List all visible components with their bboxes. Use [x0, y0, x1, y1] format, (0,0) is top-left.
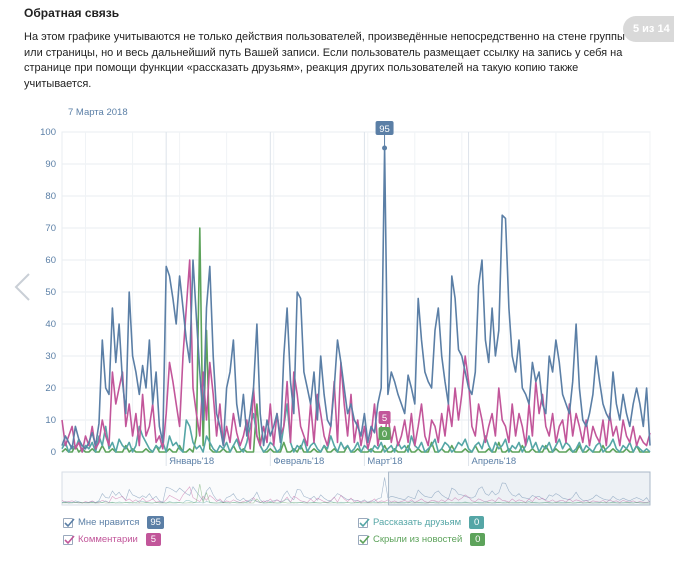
y-tick-label: 0	[51, 447, 56, 458]
y-tick-label: 60	[45, 255, 56, 266]
navigator-line-0	[61, 477, 651, 504]
pager-badge: 5 из 14	[623, 16, 674, 42]
y-tick-label: 30	[45, 351, 56, 362]
y-tick-label: 90	[45, 159, 56, 170]
legend-item-likes[interactable]: Мне нравится 95	[63, 516, 164, 529]
x-tick-label: Апрель'18	[472, 456, 517, 467]
legend-item-shares[interactable]: Рассказать друзьям 0	[358, 516, 485, 529]
hover-flag-label-1: 5	[382, 413, 387, 424]
hover-flag-1	[378, 411, 391, 424]
y-tick-label: 20	[45, 383, 56, 394]
legend-value-shares: 0	[469, 516, 485, 529]
checkbox-comments-icon[interactable]	[63, 534, 75, 545]
checkbox-likes-icon[interactable]	[63, 517, 75, 528]
navigator-frame	[61, 471, 651, 506]
legend-value-hidden: 0	[470, 533, 486, 546]
y-tick-label: 100	[40, 127, 56, 138]
navigator-line-3	[61, 484, 650, 504]
y-tick-label: 50	[45, 287, 56, 298]
series-line-1	[61, 259, 651, 453]
y-tick-label: 70	[45, 223, 56, 234]
section-description: На этом графике учитываются не только де…	[24, 31, 625, 90]
legend-item-comments[interactable]: Комментарии 5	[63, 533, 161, 546]
hover-flag-3	[378, 427, 391, 440]
legend-label-comments: Комментарии	[78, 534, 138, 545]
legend-label-hidden: Скрыли из новостей	[373, 534, 463, 545]
series-line-2	[61, 403, 651, 453]
hover-date-label: 7 Марта 2018	[68, 107, 128, 118]
legend-value-comments: 5	[145, 533, 161, 546]
hover-value-label: 95	[379, 124, 390, 135]
section-title: Обратная связь	[24, 6, 120, 20]
x-tick-label: Февраль'18	[273, 456, 324, 467]
series-line-0	[61, 147, 651, 450]
legend-label-likes: Мне нравится	[78, 517, 140, 528]
checkbox-shares-icon[interactable]	[358, 517, 370, 528]
checkbox-hidden-icon[interactable]	[358, 534, 370, 545]
y-tick-label: 80	[45, 191, 56, 202]
legend-label-shares: Рассказать друзьям	[373, 517, 462, 528]
hover-value-badge	[375, 121, 394, 135]
legend-value-likes: 95	[147, 516, 164, 529]
legend-item-hidden[interactable]: Скрыли из новостей 0	[358, 533, 486, 546]
y-tick-label: 40	[45, 319, 56, 330]
y-tick-label: 10	[45, 415, 56, 426]
x-tick-label: Январь'18	[169, 456, 214, 467]
navigator-line-1	[61, 486, 651, 504]
hover-flag-label-3: 0	[382, 429, 387, 440]
navigator-selection	[388, 471, 651, 506]
chevron-left-icon[interactable]	[12, 272, 32, 302]
x-tick-label: Март'18	[367, 456, 402, 467]
